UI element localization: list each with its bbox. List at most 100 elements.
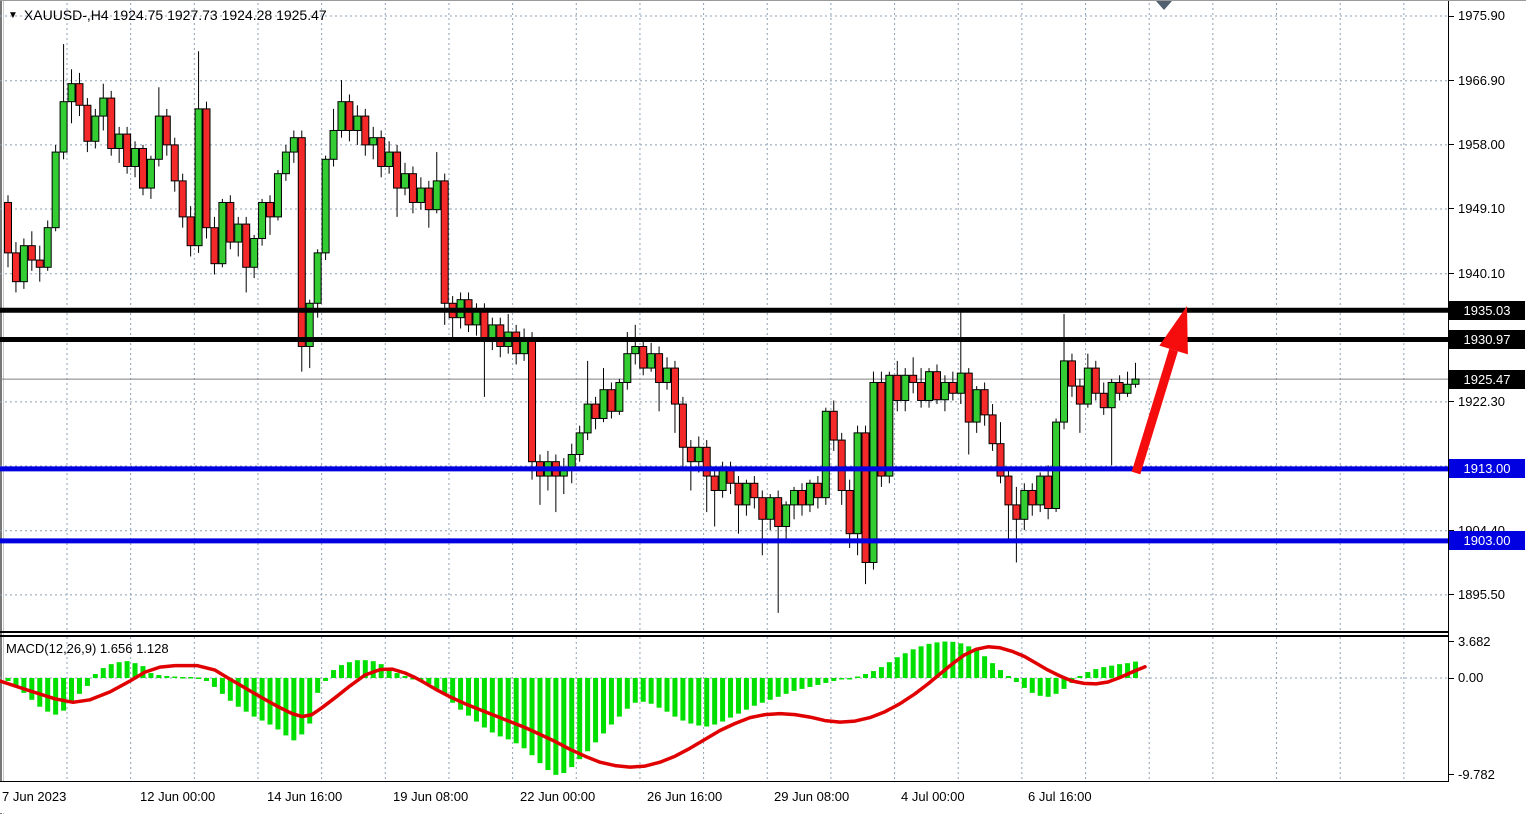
candle-body-down <box>909 374 918 383</box>
price-tick-label: 1940.10 <box>1458 265 1505 281</box>
candle-body-up <box>1052 421 1061 509</box>
pane-separator[interactable] <box>0 631 1449 633</box>
macd-histogram-bar <box>156 675 162 678</box>
candle-body-up <box>19 245 28 283</box>
macd-chart-canvas[interactable] <box>0 637 1448 781</box>
candle <box>123 126 132 174</box>
candle <box>663 357 672 390</box>
macd-histogram-bar <box>998 670 1003 678</box>
candle <box>932 364 941 405</box>
macd-histogram-bar <box>815 678 821 685</box>
candle <box>91 108 100 149</box>
candle <box>369 126 378 160</box>
candle-body-up <box>599 389 608 419</box>
candle <box>964 368 973 455</box>
trend-arrow[interactable] <box>1131 306 1188 475</box>
candle <box>583 360 592 441</box>
candle-body-down <box>242 223 251 268</box>
macd-indicator-pane[interactable]: MACD(12,26,9) 1.656 1.128 <box>0 637 1449 782</box>
price-tick-label: 1958.00 <box>1458 136 1505 152</box>
candle-body-up <box>1083 367 1092 405</box>
candle-body-down <box>702 446 711 477</box>
candle <box>631 324 640 365</box>
candle-body-up <box>218 201 227 265</box>
candle <box>1012 486 1021 563</box>
macd-histogram-bar <box>1077 676 1083 678</box>
time-axis-label: 12 Jun 00:00 <box>140 789 216 804</box>
candle <box>591 396 600 430</box>
macd-histogram-bar <box>1029 678 1035 693</box>
macd-histogram-bar <box>481 678 487 728</box>
macd-histogram-bar <box>608 678 614 725</box>
candle-body-up <box>416 187 425 203</box>
candle-body-down <box>948 381 957 394</box>
macd-histogram-bar <box>1085 672 1091 678</box>
time-axis[interactable]: 7 Jun 2023 12 Jun 00:00 14 Jun 16:00 19 Jun… <box>0 782 1526 813</box>
macd-histogram-bar <box>1125 663 1131 678</box>
candle <box>1123 371 1132 397</box>
macd-histogram-bar <box>69 678 75 703</box>
candle-body-down <box>750 482 759 499</box>
candle <box>972 386 981 433</box>
candle <box>742 479 751 516</box>
candle-body-up <box>1123 383 1132 394</box>
price-chart-canvas[interactable] <box>0 1 1448 632</box>
macd-axis[interactable]: 3.682 0.00 -9.782 <box>1449 633 1526 782</box>
candle <box>559 458 568 495</box>
candle <box>853 425 862 556</box>
macd-histogram-bar <box>712 678 718 725</box>
macd-histogram-bar <box>346 662 352 678</box>
candle <box>75 72 84 117</box>
pane-separator-lower[interactable] <box>0 635 1449 637</box>
candle <box>1107 378 1116 466</box>
candle-body-up <box>647 353 656 369</box>
macd-tick-label: 3.682 <box>1458 633 1491 649</box>
candle <box>1083 353 1092 408</box>
candle <box>1052 418 1061 513</box>
macd-histogram-bar <box>13 678 19 686</box>
candle-body-up <box>146 158 155 189</box>
candle <box>194 51 203 253</box>
main-gridlines <box>0 3 1448 630</box>
candle <box>782 501 791 541</box>
macd-histogram-bar <box>1045 678 1051 697</box>
candle <box>27 231 36 271</box>
candle <box>1091 360 1100 401</box>
macd-histogram-bar <box>84 678 90 686</box>
macd-histogram-bar <box>958 643 964 678</box>
macd-histogram-bar <box>855 676 861 679</box>
main-price-pane[interactable]: ▼ XAUUSD-,H4 1924.75 1927.73 1924.28 1925… <box>0 1 1449 632</box>
candle-body-up <box>131 147 140 167</box>
macd-histogram-bar <box>966 646 972 678</box>
macd-histogram-bar <box>870 671 876 678</box>
macd-histogram-bar <box>767 678 773 700</box>
macd-histogram-bar <box>386 668 392 678</box>
macd-histogram-bar <box>505 678 511 740</box>
candle-body-up <box>51 151 60 229</box>
candle <box>734 476 743 534</box>
candle <box>845 479 854 549</box>
candle <box>99 83 108 131</box>
macd-histogram-bar <box>902 653 908 678</box>
candle-body-down <box>1028 489 1037 506</box>
macd-histogram-bar <box>672 678 678 717</box>
candle <box>1036 472 1045 513</box>
candle <box>1020 483 1029 531</box>
candle <box>51 144 60 232</box>
candle-body-down <box>670 367 679 405</box>
candle-body-down <box>226 201 235 243</box>
candle-body-down <box>4 201 12 254</box>
macd-histogram-bar <box>656 678 662 708</box>
candle-body-up <box>91 115 100 142</box>
symbol-dropdown-marker-icon[interactable]: ▼ <box>8 10 18 21</box>
candle <box>917 368 926 408</box>
macd-histogram-bar <box>529 678 535 756</box>
candle <box>250 234 259 279</box>
time-axis-label: 7 Jun 2023 <box>2 789 67 804</box>
candle <box>988 404 997 451</box>
candle <box>448 296 457 340</box>
price-axis[interactable]: 1975.90 1966.90 1958.00 1949.10 1940.10 1922.… <box>1449 1 1526 632</box>
candle-body-down <box>107 97 116 149</box>
candle-body-down <box>877 381 886 477</box>
candle-body-up <box>1036 475 1045 506</box>
